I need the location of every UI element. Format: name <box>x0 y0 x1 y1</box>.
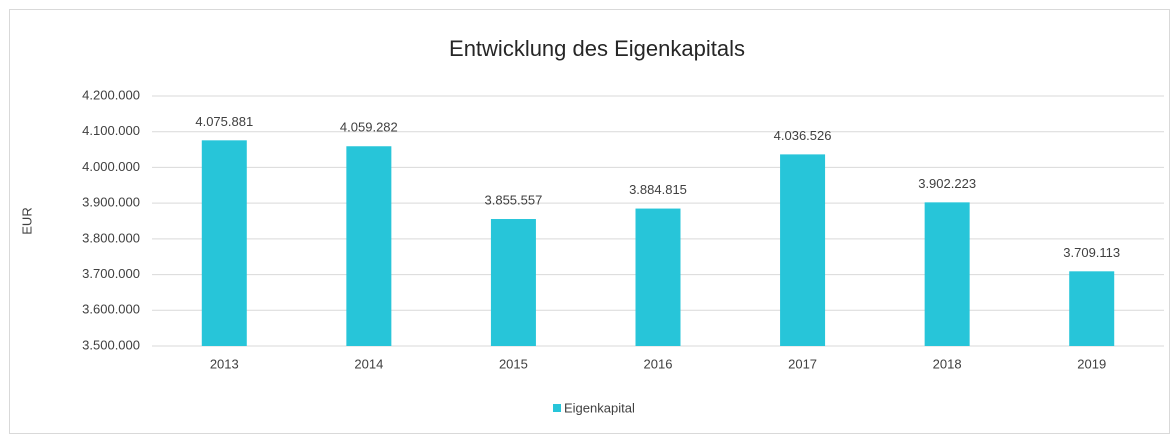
bar <box>490 219 536 346</box>
y-tick-label: 3.700.000 <box>82 266 140 281</box>
y-tick-label: 3.800.000 <box>82 230 140 245</box>
y-tick-label: 3.900.000 <box>82 195 140 210</box>
y-tick-label: 4.000.000 <box>82 159 140 174</box>
x-tick-label: 2013 <box>210 356 239 371</box>
bar <box>346 146 392 346</box>
x-tick-label: 2018 <box>933 356 962 371</box>
x-tick-label: 2019 <box>1077 356 1106 371</box>
chart-title: Entwicklung des Eigenkapitals <box>449 36 745 61</box>
y-tick-label: 3.500.000 <box>82 337 140 352</box>
data-label: 4.075.881 <box>195 114 253 129</box>
bar <box>924 202 970 346</box>
y-axis-label: EUR <box>19 207 34 234</box>
x-tick-label: 2015 <box>499 356 528 371</box>
data-label: 4.036.526 <box>774 128 832 143</box>
data-label: 3.709.113 <box>1063 245 1120 260</box>
chart-frame <box>9 9 1170 434</box>
data-label: 3.884.815 <box>629 182 687 197</box>
data-label: 3.855.557 <box>485 192 543 207</box>
legend-swatch <box>553 404 561 412</box>
y-tick-label: 3.600.000 <box>82 302 140 317</box>
x-tick-label: 2017 <box>788 356 817 371</box>
x-tick-label: 2016 <box>644 356 673 371</box>
y-tick-label: 4.100.000 <box>82 123 140 138</box>
legend-label: Eigenkapital <box>564 400 635 415</box>
bar <box>1069 271 1115 346</box>
bar <box>780 154 826 346</box>
data-label: 3.902.223 <box>918 176 976 191</box>
y-tick-label: 4.200.000 <box>82 87 140 102</box>
data-label: 4.059.282 <box>340 120 398 135</box>
bar <box>635 208 681 346</box>
x-tick-label: 2014 <box>354 356 383 371</box>
bar <box>201 140 247 346</box>
